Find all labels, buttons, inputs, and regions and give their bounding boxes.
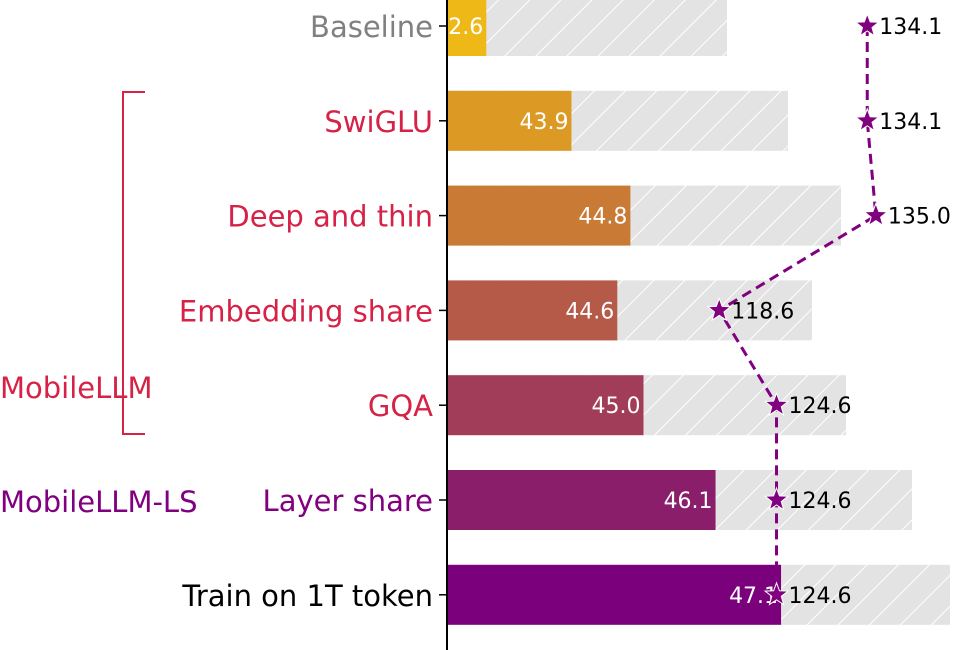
category-label: SwiGLU [324,105,433,139]
latency-star-marker [763,486,790,511]
accuracy-bar [447,280,618,341]
latency-star-marker [763,581,790,606]
accuracy-label: 44.8 [578,205,627,230]
category-label: Layer share [263,484,433,518]
latency-label: 135.0 [888,205,951,230]
latency-star-marker [706,296,733,322]
category-label: Train on 1T token [181,579,433,613]
category-label: Deep and thin [227,200,433,234]
accuracy-label: 46.1 [664,489,713,514]
latency-label: 134.1 [879,110,942,135]
accuracy-label: 44.6 [565,299,614,324]
accuracy-label: 43.9 [519,110,568,135]
latency-label: 124.6 [789,584,852,609]
accuracy-label: 42.6 [434,15,483,40]
group-label-mobilellm: MobileLLM [0,371,152,405]
accuracy-label: 45.0 [592,394,641,419]
latency-star-marker [854,12,881,37]
accuracy-bar [447,185,631,246]
latency-star-marker [863,202,889,227]
accuracy-bar [447,470,716,530]
group-label-mobilellm-ls: MobileLLM-LS [0,485,198,519]
background-bar [447,0,727,56]
accuracy-bar [447,0,487,56]
latency-label: 124.6 [789,394,852,419]
accuracy-label: 47.1 [729,584,778,609]
latency-label: 118.6 [731,299,794,324]
category-label: Baseline [310,10,433,44]
latency-label: 134.1 [879,15,942,40]
latency-star-marker [763,391,790,417]
mobilellm-bracket [122,91,145,435]
latency-star-marker [854,107,881,132]
accuracy-bar [447,375,644,436]
accuracy-bar [447,564,782,625]
accuracy-bar [447,90,572,151]
category-label: Embedding share [179,294,433,328]
latency-label: 124.6 [789,489,852,514]
category-label: GQA [368,389,433,423]
